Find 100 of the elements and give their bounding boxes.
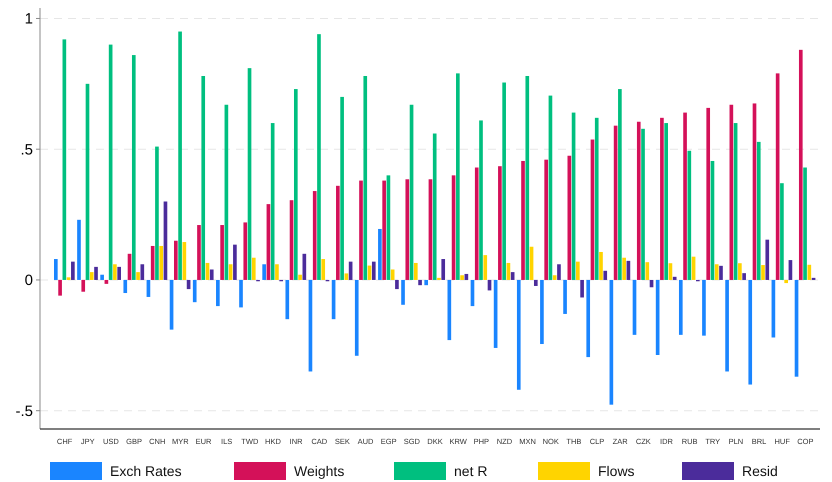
bar [456, 73, 460, 280]
bar [395, 280, 399, 290]
bar [108, 44, 112, 280]
bar [498, 166, 502, 280]
bar [123, 280, 128, 294]
bar [94, 266, 98, 280]
bar [159, 246, 164, 280]
bar [710, 160, 714, 280]
bar [308, 280, 312, 372]
bar [776, 73, 780, 280]
bar [645, 262, 650, 280]
bar [372, 262, 376, 280]
bar [210, 269, 214, 280]
y-tick-label: 1 [24, 10, 33, 28]
bar [132, 55, 136, 280]
bar [772, 280, 776, 338]
bar [540, 280, 544, 344]
bar [618, 89, 622, 280]
bar [506, 262, 510, 280]
bar [243, 222, 248, 280]
bar [317, 34, 321, 280]
bar [332, 280, 336, 320]
bar [702, 280, 706, 336]
bar [664, 123, 668, 280]
bar [71, 262, 75, 280]
bar [340, 96, 344, 280]
bar [672, 276, 677, 280]
bar [302, 254, 306, 280]
bar [798, 50, 803, 280]
bar [150, 246, 155, 280]
bar [201, 76, 206, 280]
bar [206, 262, 210, 280]
bar [788, 260, 792, 280]
bar [464, 274, 468, 280]
bar [418, 280, 422, 286]
bar [494, 280, 498, 348]
bar [321, 259, 326, 280]
bar [610, 280, 614, 405]
bar [474, 168, 479, 280]
bar [622, 258, 626, 280]
bar [441, 259, 446, 280]
bar [687, 150, 692, 280]
bar [668, 263, 672, 280]
bar [146, 280, 150, 297]
bar [572, 112, 576, 280]
bar [66, 277, 70, 280]
bar [780, 183, 784, 280]
bar [719, 266, 723, 280]
bar [117, 266, 121, 280]
bar [683, 112, 687, 280]
bar [239, 280, 243, 308]
bar [521, 160, 525, 280]
bar [298, 274, 302, 280]
bar [460, 275, 464, 280]
bar [626, 260, 630, 280]
bar [632, 280, 636, 335]
bar [220, 225, 224, 280]
bar [386, 175, 390, 280]
bar [363, 76, 368, 280]
bar [660, 118, 664, 280]
bar [81, 280, 86, 292]
bar [336, 186, 340, 280]
bar [714, 264, 719, 280]
bar [164, 202, 168, 280]
bar [382, 180, 386, 280]
bar [197, 225, 201, 280]
bar [656, 280, 660, 355]
bar [428, 179, 432, 280]
bar [248, 68, 252, 280]
bar [563, 280, 567, 314]
bar [692, 256, 696, 280]
bar [170, 280, 174, 330]
bar [266, 204, 270, 280]
bar [90, 272, 94, 280]
bar [410, 104, 414, 280]
bar [748, 280, 752, 385]
bar [516, 280, 521, 390]
bar [580, 280, 584, 298]
bar [534, 280, 538, 286]
bar [576, 262, 580, 280]
bar [502, 82, 506, 280]
bar [803, 168, 807, 280]
bar [136, 272, 140, 280]
bar [344, 273, 348, 280]
bar [599, 252, 603, 280]
bar [784, 280, 788, 284]
bar [224, 104, 228, 280]
bar [590, 140, 594, 280]
bar [401, 280, 405, 305]
bar [414, 262, 418, 280]
bar [794, 280, 798, 377]
legend-label: net R [454, 462, 488, 479]
bar [530, 246, 534, 280]
bar [730, 104, 734, 280]
bar [650, 280, 654, 288]
bar [678, 280, 683, 335]
bar [174, 240, 178, 280]
bar [488, 280, 492, 290]
bar [368, 266, 372, 280]
bar [405, 179, 410, 280]
